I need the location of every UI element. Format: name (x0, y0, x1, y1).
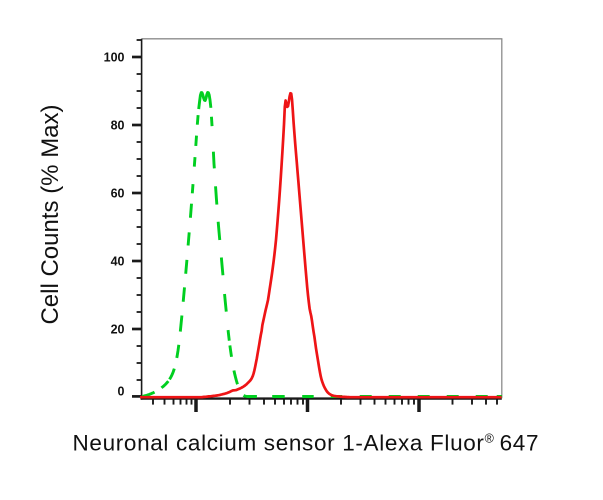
svg-text:Cell Counts (% Max): Cell Counts (% Max) (37, 104, 64, 324)
svg-text:60: 60 (111, 186, 125, 200)
svg-text:Neuronal calcium sensor 1-Alex: Neuronal calcium sensor 1-Alexa Fluor® 6… (73, 431, 540, 456)
svg-text:40: 40 (111, 254, 125, 268)
svg-text:20: 20 (111, 322, 125, 336)
svg-text:80: 80 (111, 118, 125, 132)
svg-text:0: 0 (118, 385, 125, 399)
svg-text:100: 100 (104, 50, 125, 64)
